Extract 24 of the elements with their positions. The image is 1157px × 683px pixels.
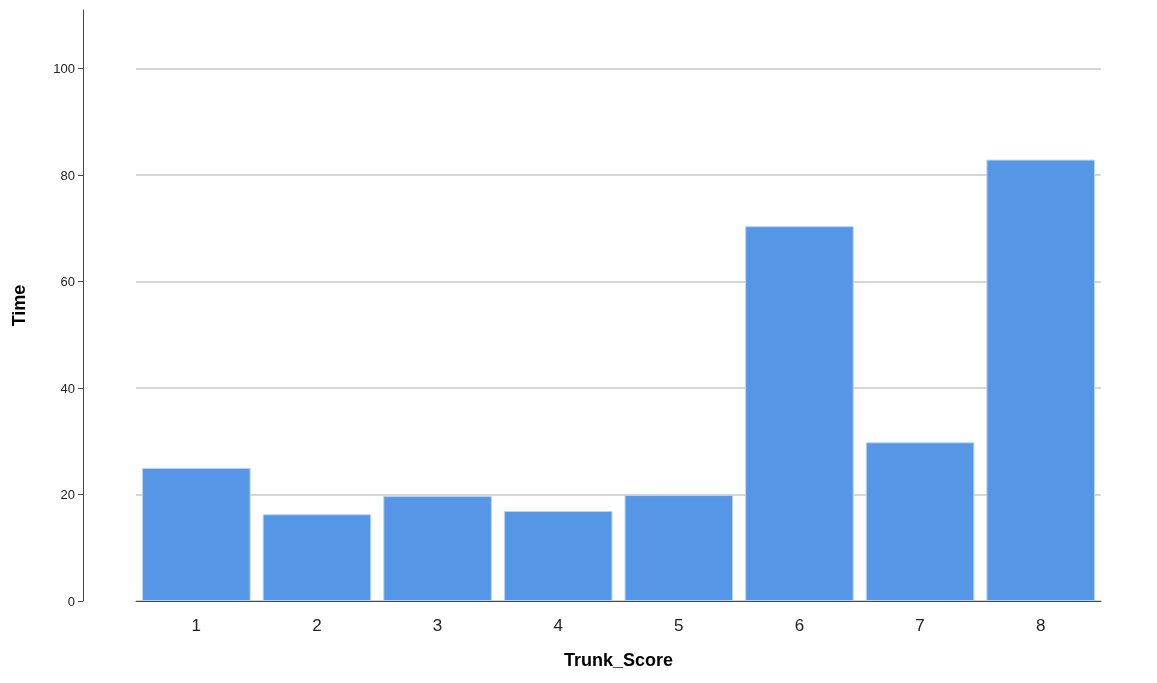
bar bbox=[624, 495, 734, 601]
y-axis-title: Time bbox=[9, 284, 29, 327]
y-tick-label: 80 bbox=[60, 167, 75, 183]
bar bbox=[142, 467, 251, 601]
y-tick-label: 100 bbox=[53, 61, 75, 77]
x-tick-label: 2 bbox=[312, 616, 322, 635]
x-tick-label: 4 bbox=[553, 616, 563, 635]
bar bbox=[262, 514, 372, 601]
x-tick-label: 5 bbox=[674, 616, 684, 635]
x-axis-title: Trunk_Score bbox=[563, 650, 674, 670]
bar bbox=[745, 226, 854, 601]
y-tick-label: 20 bbox=[60, 487, 75, 503]
bar bbox=[865, 442, 975, 601]
x-tick-label: 6 bbox=[794, 616, 805, 635]
bar bbox=[503, 511, 613, 601]
bar bbox=[383, 496, 492, 601]
x-tick-label: 3 bbox=[432, 616, 443, 635]
y-tick-label: 60 bbox=[60, 274, 75, 290]
y-tick-label: 40 bbox=[60, 380, 75, 396]
bar bbox=[986, 159, 1095, 601]
x-tick-label: 1 bbox=[191, 616, 202, 635]
y-tick-label: 0 bbox=[67, 593, 75, 609]
x-tick-label: 8 bbox=[1035, 616, 1046, 635]
x-tick-label: 7 bbox=[915, 616, 925, 635]
